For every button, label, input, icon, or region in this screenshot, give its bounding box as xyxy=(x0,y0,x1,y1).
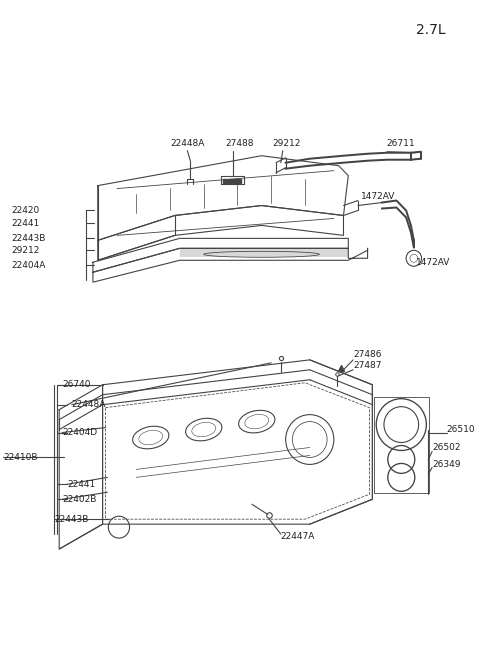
Text: 22441: 22441 xyxy=(11,219,39,228)
Text: 27487: 27487 xyxy=(353,362,382,370)
Text: 26349: 26349 xyxy=(432,460,461,469)
Text: 22443B: 22443B xyxy=(54,515,89,524)
Text: 29212: 29212 xyxy=(11,246,39,255)
Text: 22404D: 22404D xyxy=(62,428,97,437)
Text: 27488: 27488 xyxy=(225,140,253,148)
Text: 1472AV: 1472AV xyxy=(416,258,450,267)
Text: 22441: 22441 xyxy=(67,480,95,489)
Text: 26711: 26711 xyxy=(387,140,416,148)
Text: 26740: 26740 xyxy=(62,381,91,389)
Text: 22448A: 22448A xyxy=(170,140,204,148)
Text: 1472AV: 1472AV xyxy=(361,192,395,201)
Text: 22448A: 22448A xyxy=(72,400,106,409)
Text: 27486: 27486 xyxy=(353,350,382,360)
Text: 22420: 22420 xyxy=(11,206,39,215)
Text: 22410B: 22410B xyxy=(3,453,38,462)
Text: 22402B: 22402B xyxy=(62,495,96,504)
Text: 29212: 29212 xyxy=(272,140,300,148)
Text: 22447A: 22447A xyxy=(281,532,315,540)
Text: 22404A: 22404A xyxy=(11,261,46,270)
Text: 26502: 26502 xyxy=(432,443,461,452)
Text: 26510: 26510 xyxy=(446,425,475,434)
Text: 2.7L: 2.7L xyxy=(416,24,445,37)
Text: 22443B: 22443B xyxy=(11,234,46,243)
